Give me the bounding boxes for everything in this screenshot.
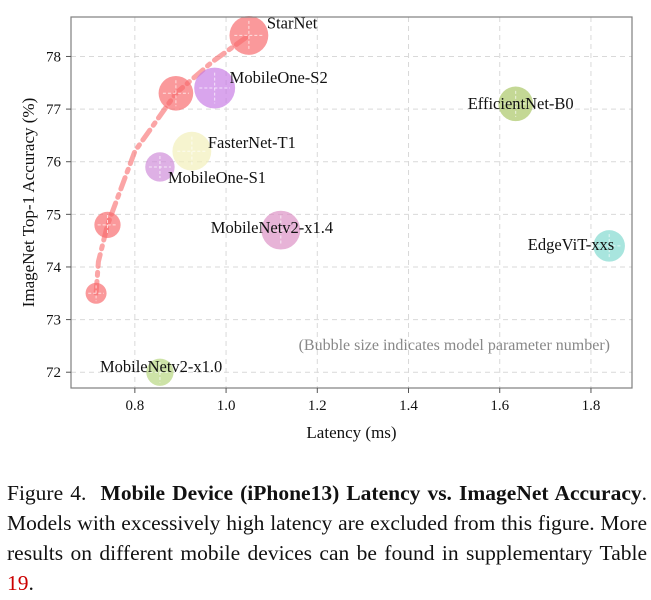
plot-frame — [70, 16, 633, 389]
y-tick-label: 74 — [46, 260, 62, 276]
point-label-fasternet-t1: FasterNet-T1 — [208, 133, 296, 152]
plot-area — [71, 17, 632, 388]
bubble-size-note: (Bubble size indicates model parameter n… — [299, 337, 610, 354]
caption-title: Mobile Device (iPhone13) Latency vs. Ima… — [100, 481, 642, 505]
x-tick-label: 1.2 — [308, 398, 327, 414]
bubble-starnet — [229, 15, 269, 55]
x-tick-label: 1.0 — [217, 398, 236, 414]
bubble-mobilenetv2-x1-4 — [261, 210, 301, 250]
bubble-fasternet-t1 — [172, 131, 212, 171]
y-tick-label: 78 — [46, 49, 61, 65]
bubble-starnet — [94, 211, 121, 238]
caption-body: . Models with excessively high latency a… — [7, 481, 648, 565]
point-label-mobileone-s1: MobileOne-S1 — [168, 168, 266, 187]
y-axis-title: ImageNet Top-1 Accuracy (%) — [19, 98, 38, 308]
x-axis-title: Latency (ms) — [306, 423, 396, 442]
caption-prefix: Figure 4. — [7, 481, 87, 505]
y-tick-label: 76 — [46, 155, 62, 171]
starnet-trend-line — [93, 32, 252, 296]
y-tick-label: 73 — [46, 313, 61, 329]
y-tick-label: 77 — [46, 102, 62, 118]
point-label-mobileone-s2: MobileOne-S2 — [230, 68, 328, 87]
scatter-chart: StarNet MobileOne-S2 EfficientNet-B0 Faster… — [19, 13, 633, 442]
point-label-starnet: StarNet — [267, 13, 318, 32]
x-tick-label: 1.8 — [582, 398, 601, 414]
chart-container: StarNet MobileOne-S2 EfficientNet-B0 Faster… — [19, 13, 633, 442]
y-tick-label: 75 — [46, 207, 61, 223]
x-tick-label: 0.8 — [125, 398, 144, 414]
figure-caption: Figure 4. Mobile Device (iPhone13) Laten… — [7, 478, 647, 598]
point-label-mobilenetv2-x1-0: MobileNetv2-x1.0 — [100, 357, 222, 376]
x-tick-label: 1.6 — [490, 398, 509, 414]
point-label-efficientnet-b0: EfficientNet-B0 — [468, 94, 574, 113]
point-label-mobilenetv2-x1-4: MobileNetv2-x1.4 — [211, 218, 333, 237]
caption-table-link[interactable]: 19 — [7, 571, 29, 595]
x-tick-label: 1.4 — [399, 398, 418, 414]
y-tick-label: 72 — [46, 365, 61, 381]
caption-end: . — [28, 571, 34, 595]
point-label-edgevit-xxs: EdgeViT-xxs — [528, 235, 614, 254]
